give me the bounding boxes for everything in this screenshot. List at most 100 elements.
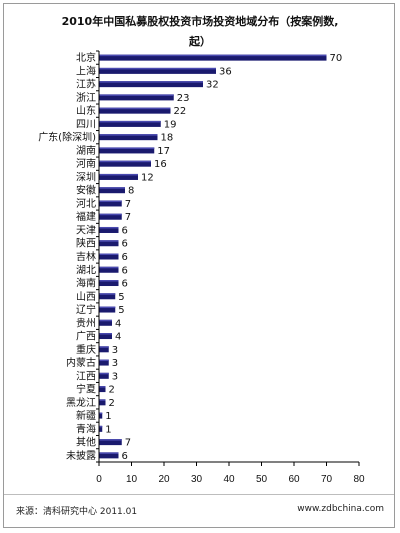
value-label: 3 (112, 371, 118, 382)
category-label: 安徽 (76, 184, 96, 197)
category-label: 其他 (76, 436, 96, 449)
bar-highlight (99, 386, 106, 388)
bar (99, 293, 116, 300)
bar-highlight (99, 54, 327, 57)
x-tick-label: 70 (321, 474, 333, 485)
value-label: 8 (128, 186, 134, 197)
bar-highlight (99, 280, 119, 282)
bar-highlight (99, 67, 216, 70)
bar-highlight (99, 213, 122, 216)
bar-highlight (99, 120, 161, 123)
value-label: 36 (219, 66, 232, 77)
value-label: 2 (109, 398, 115, 409)
bar (99, 439, 122, 446)
category-label: 未披露 (66, 449, 96, 462)
category-label: 河南 (76, 157, 96, 170)
bar (99, 412, 103, 419)
bar (99, 120, 161, 127)
bar-highlight (99, 253, 119, 255)
category-label: 重庆 (76, 343, 96, 356)
category-label: 浙江 (76, 92, 96, 104)
category-label: 湖南 (76, 144, 96, 157)
category-label: 山西 (76, 291, 96, 303)
category-label: 山东 (76, 104, 96, 117)
bar-highlight (99, 107, 171, 110)
value-label: 19 (164, 119, 177, 130)
bar (99, 94, 174, 101)
bar (99, 173, 138, 180)
value-label: 1 (105, 424, 111, 435)
bar-highlight (99, 187, 125, 189)
bar (99, 187, 125, 194)
bar-highlight (99, 412, 103, 415)
footer-divider (4, 494, 394, 495)
bar (99, 359, 109, 366)
bar-highlight (99, 452, 119, 454)
bar-highlight (99, 240, 119, 242)
value-label: 17 (157, 146, 170, 157)
value-label: 18 (161, 133, 174, 144)
chart-title: 2010年中国私募股权投资市场投资地域分布（按案例数, (61, 15, 339, 28)
category-label: 辽宁 (76, 303, 96, 316)
category-label: 贵州 (76, 316, 96, 329)
category-label: 河北 (76, 198, 96, 210)
category-label: 深圳 (76, 171, 96, 183)
bar (99, 372, 109, 379)
bar-highlight (99, 319, 112, 322)
x-tick-label: 10 (126, 474, 138, 485)
bar (99, 425, 103, 432)
bar-highlight (99, 293, 116, 295)
category-label: 北京 (76, 51, 96, 64)
bar-highlight (99, 160, 151, 163)
category-label: 福建 (76, 210, 96, 223)
value-label: 22 (174, 106, 187, 117)
category-label: 天津 (76, 224, 96, 236)
value-label: 16 (154, 159, 167, 170)
bar-highlight (99, 306, 116, 309)
category-label: 内蒙古 (66, 356, 96, 369)
bar-highlight (99, 359, 109, 362)
bar-highlight (99, 173, 138, 176)
bar-highlight (99, 425, 103, 428)
value-label: 4 (115, 332, 121, 343)
bar (99, 134, 158, 141)
bar (99, 280, 119, 287)
bar (99, 107, 171, 114)
x-tick-label: 50 (256, 474, 268, 485)
x-tick-label: 30 (191, 474, 203, 485)
category-label: 上海 (76, 64, 96, 77)
bar (99, 386, 106, 393)
category-label: 江西 (76, 370, 96, 382)
bar (99, 253, 119, 260)
bar (99, 160, 151, 167)
value-label: 5 (118, 292, 124, 303)
chart-frame: 2010年中国私募股权投资市场投资地域分布（按案例数, 起） 北京 70 上海 36 江… (3, 3, 395, 528)
bar (99, 226, 119, 233)
category-label: 湖北 (76, 264, 96, 276)
value-label: 5 (118, 305, 124, 316)
bar-highlight (99, 266, 119, 269)
value-label: 23 (177, 93, 190, 104)
value-label: 6 (122, 279, 128, 290)
bar (99, 306, 116, 313)
bar-highlight (99, 226, 119, 229)
value-label: 6 (122, 265, 128, 276)
x-tick-label: 20 (158, 474, 170, 485)
source-note: 来源：清科研究中心 2011.01 (16, 507, 138, 517)
bar (99, 266, 119, 273)
bar-highlight (99, 147, 155, 149)
category-label: 黑龙江 (66, 396, 96, 409)
bar (99, 240, 119, 247)
value-label: 3 (112, 345, 118, 356)
bar-highlight (99, 333, 112, 335)
bar-highlight (99, 81, 203, 83)
bar-highlight (99, 346, 109, 348)
bar (99, 81, 203, 88)
value-label: 1 (105, 411, 111, 422)
bar-highlight (99, 399, 106, 401)
category-label: 吉林 (76, 250, 96, 263)
value-label: 2 (109, 385, 115, 396)
category-label: 江苏 (76, 78, 96, 91)
bar (99, 67, 216, 74)
